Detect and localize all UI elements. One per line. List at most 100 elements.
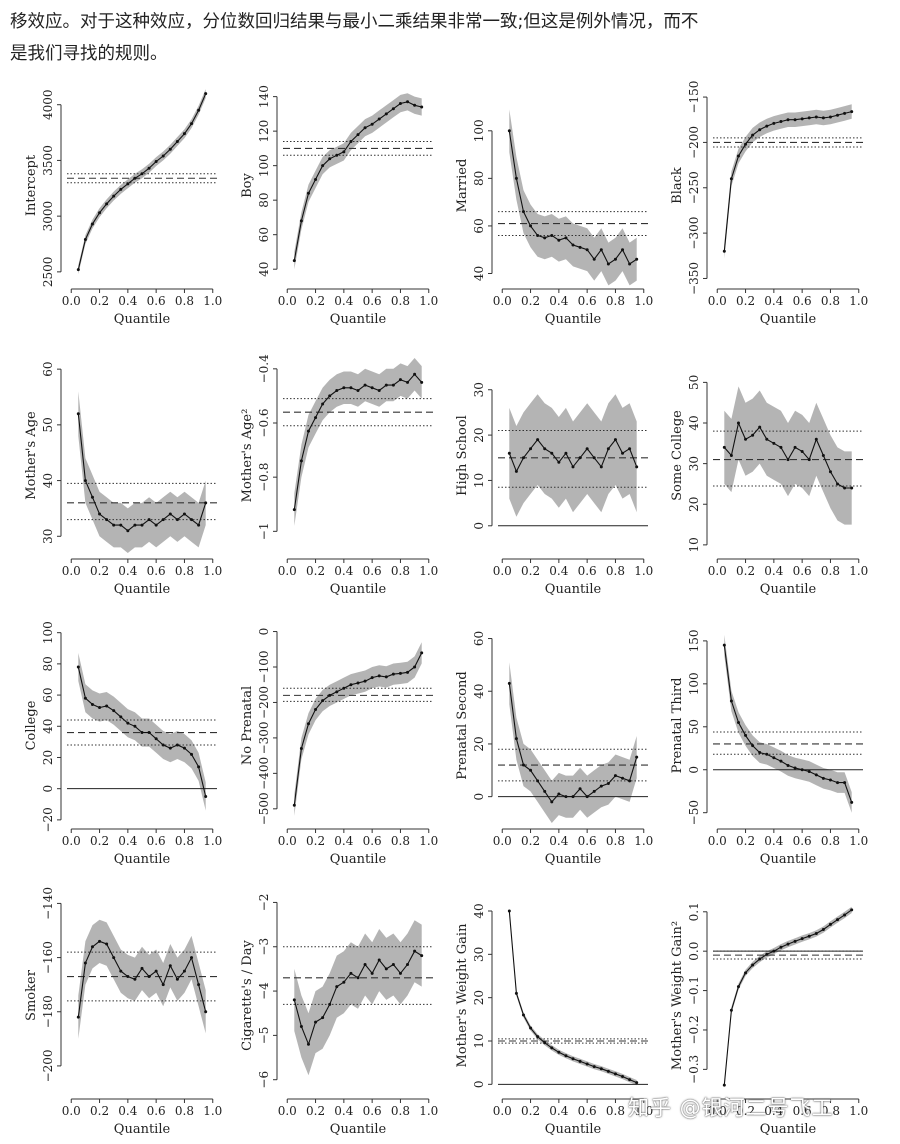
x-axis-title: Quantile [545, 852, 602, 867]
x-tick-label: 0.6 [363, 564, 382, 578]
data-point [147, 731, 151, 735]
y-tick-label: −0.1 [687, 976, 701, 1005]
data-point [550, 451, 554, 455]
data-point [306, 722, 310, 726]
data-point [814, 437, 818, 441]
data-point [843, 913, 847, 917]
confidence-band [294, 642, 422, 816]
x-tick-label: 0.0 [278, 564, 297, 578]
x-tick-label: 0.2 [736, 1104, 755, 1118]
y-tick-label: 0 [687, 766, 701, 774]
data-point [543, 236, 547, 240]
data-point [722, 249, 726, 253]
data-point [314, 1020, 318, 1024]
data-point [514, 469, 518, 473]
data-point [335, 153, 339, 157]
y-tick-label: 30 [687, 456, 701, 471]
x-tick-label: 0.8 [175, 564, 194, 578]
x-axis-title: Quantile [114, 1122, 171, 1137]
data-point [190, 518, 194, 522]
confidence-band [509, 908, 637, 1086]
x-tick-label: 1.0 [203, 1104, 222, 1118]
y-tick-label: −0.4 [257, 354, 271, 384]
data-point [342, 980, 346, 984]
y-axis-title: Some College [670, 410, 685, 501]
data-point [398, 102, 402, 106]
data-point [793, 118, 797, 122]
x-axis-title: Quantile [760, 852, 817, 867]
data-point [377, 117, 381, 121]
data-point [850, 800, 854, 804]
data-point [836, 113, 840, 117]
x-tick-label: 0.6 [578, 1104, 597, 1118]
data-point [807, 458, 811, 462]
y-tick-label: −140 [41, 887, 55, 920]
data-point [836, 781, 840, 785]
data-point [564, 451, 568, 455]
data-point [140, 966, 144, 970]
chart-panel: 0.0 0.2 0.4 0.6 0.8 1.0 Quantile 10 20 30 40 50 Some… [670, 375, 868, 597]
x-axis-title: Quantile [114, 582, 171, 597]
x-tick-label: 0.4 [549, 834, 568, 848]
data-point [356, 389, 360, 392]
x-tick-label: 1.0 [203, 294, 222, 308]
y-axis-title: Prenatal Second [455, 671, 470, 779]
data-point [182, 746, 186, 750]
x-tick-label: 0.0 [278, 1104, 297, 1118]
data-point [529, 1026, 533, 1030]
data-point [772, 949, 776, 953]
y-tick-label: −400 [257, 757, 271, 790]
x-tick-label: 1.0 [419, 1104, 438, 1118]
data-point [828, 922, 832, 926]
x-tick-label: 0.4 [334, 1104, 353, 1118]
data-point [154, 737, 158, 741]
data-point [197, 983, 201, 987]
x-tick-label: 0.2 [90, 564, 109, 578]
chart-panel: 0.0 0.2 0.4 0.6 0.8 1.0 Quantile 0 20 40 60 Prenata… [455, 631, 653, 867]
data-point [76, 665, 80, 669]
data-point [557, 460, 561, 464]
x-tick-label: 0.6 [578, 834, 597, 848]
y-tick-label: −0.3 [687, 1055, 701, 1084]
data-point [182, 132, 186, 136]
data-point [800, 449, 804, 453]
x-tick-label: 0.8 [821, 294, 840, 308]
data-point [814, 773, 818, 777]
data-point [83, 238, 87, 242]
data-point [621, 451, 625, 455]
y-tick-label: 30 [472, 382, 486, 397]
data-point [578, 1059, 582, 1063]
x-tick-label: 0.8 [391, 564, 410, 578]
data-point [585, 248, 589, 252]
data-point [168, 964, 172, 968]
data-point [621, 1075, 625, 1079]
data-point [335, 690, 339, 694]
x-tick-label: 0.8 [606, 1104, 625, 1118]
data-point [342, 386, 346, 390]
y-tick-label: −150 [687, 81, 701, 114]
chart-panel: 0.0 0.2 0.4 0.6 0.8 1.0 Quantile 0 10 20 30 High Sc… [455, 382, 653, 597]
data-point [606, 1069, 610, 1073]
data-point [828, 470, 832, 474]
data-point [850, 486, 854, 490]
x-axis-title: Quantile [114, 852, 171, 867]
data-point [571, 795, 575, 799]
chart-panel: 0.0 0.2 0.4 0.6 0.8 1.0 Quantile −350 −300 −250 −2… [670, 81, 868, 327]
x-tick-label: 0.8 [606, 564, 625, 578]
data-point [779, 945, 783, 949]
chart-panel: 0.0 0.2 0.4 0.6 0.8 1.0 Quantile 2500 3000 3500 40… [24, 89, 222, 327]
y-tick-label: −4 [257, 982, 271, 1000]
data-point [765, 437, 769, 441]
data-point [599, 1067, 603, 1071]
data-point [406, 380, 410, 384]
y-axis-title: Intercept [24, 154, 39, 216]
data-point [800, 117, 804, 121]
x-tick-label: 0.6 [793, 834, 812, 848]
data-point [98, 939, 102, 943]
data-point [391, 672, 395, 676]
data-point [140, 731, 144, 735]
y-tick-label: 3000 [41, 201, 55, 232]
data-point [536, 779, 540, 783]
data-point [112, 194, 116, 198]
x-axis-title: Quantile [330, 1122, 387, 1137]
